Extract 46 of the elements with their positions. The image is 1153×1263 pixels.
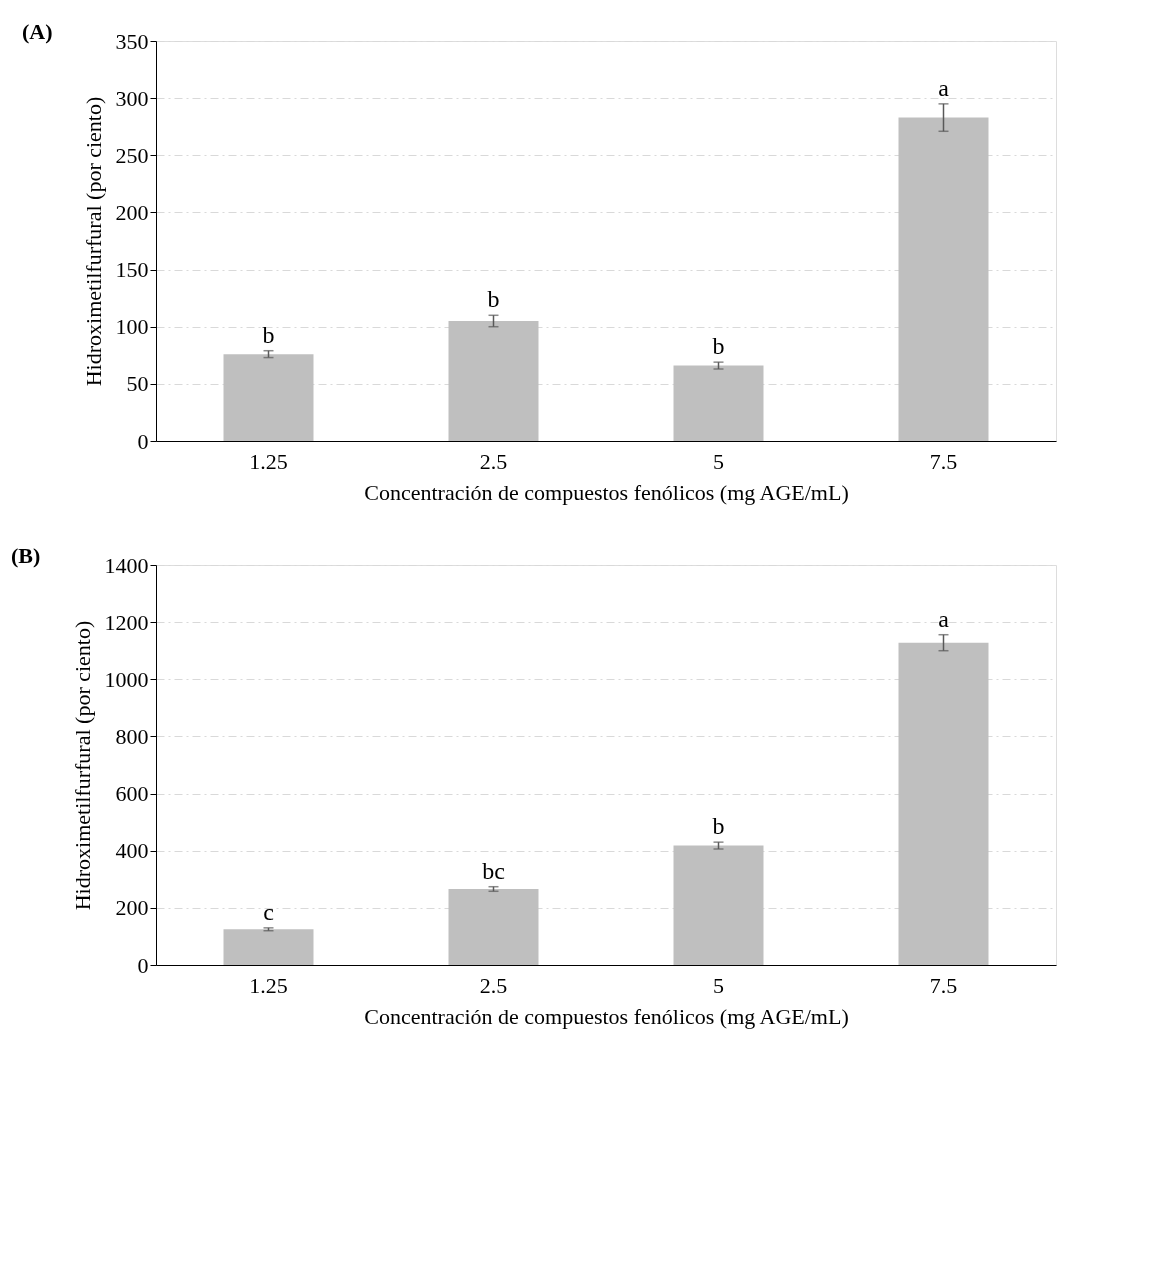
y-tick-label: 50 — [126, 371, 149, 397]
bar — [223, 929, 314, 965]
annotation: b — [487, 286, 500, 313]
bar — [673, 845, 764, 965]
y-tick-label: 350 — [115, 28, 149, 54]
y-tick-label: 1200 — [104, 609, 149, 635]
annotation: b — [712, 813, 725, 840]
y-axis-title: Hidroximetilfurfural (por ciento) — [80, 96, 106, 387]
x-tick-label: 7.5 — [929, 448, 958, 474]
chart-title: (A) — [22, 19, 53, 44]
y-tick-label: 250 — [115, 142, 149, 168]
y-tick-label: 800 — [115, 723, 149, 749]
annotation: a — [938, 74, 950, 101]
x-tick-label: 5 — [713, 972, 724, 998]
y-tick-label: 1000 — [104, 666, 149, 692]
y-axis-title: Hidroximetilfurfural (por ciento) — [69, 620, 95, 911]
bar — [673, 365, 764, 441]
y-tick-label: 600 — [115, 781, 149, 807]
y-tick-label: 400 — [115, 838, 149, 864]
x-tick-label: 7.5 — [929, 972, 958, 998]
x-tick-label: 2.5 — [479, 972, 508, 998]
x-tick-label: 1.25 — [249, 448, 288, 474]
x-axis-title: Concentración de compuestos fenólicos (mg AGE/mL) — [364, 479, 849, 505]
annotation: bc — [482, 857, 505, 884]
bar — [898, 117, 989, 441]
bar — [898, 642, 989, 965]
annotation: a — [938, 605, 950, 632]
x-tick-label: 1.25 — [249, 972, 288, 998]
annotation: b — [712, 333, 725, 360]
annotation: c — [263, 898, 274, 925]
y-tick-label: 0 — [137, 952, 149, 978]
y-tick-label: 300 — [115, 85, 149, 111]
x-axis-title: Concentración de compuestos fenólicos (mg AGE/mL) — [364, 1003, 849, 1029]
bar — [223, 354, 314, 441]
y-tick-label: 200 — [115, 199, 149, 225]
y-tick-label: 0 — [137, 428, 149, 454]
x-tick-label: 2.5 — [479, 448, 508, 474]
bar — [448, 889, 539, 965]
annotation: b — [262, 321, 275, 348]
x-tick-label: 5 — [713, 448, 724, 474]
y-tick-label: 200 — [115, 895, 149, 921]
bar — [448, 321, 539, 441]
y-tick-label: 1400 — [104, 552, 149, 578]
y-tick-label: 100 — [115, 314, 149, 340]
y-tick-label: 150 — [115, 257, 149, 283]
chart-title: (B) — [11, 543, 41, 568]
